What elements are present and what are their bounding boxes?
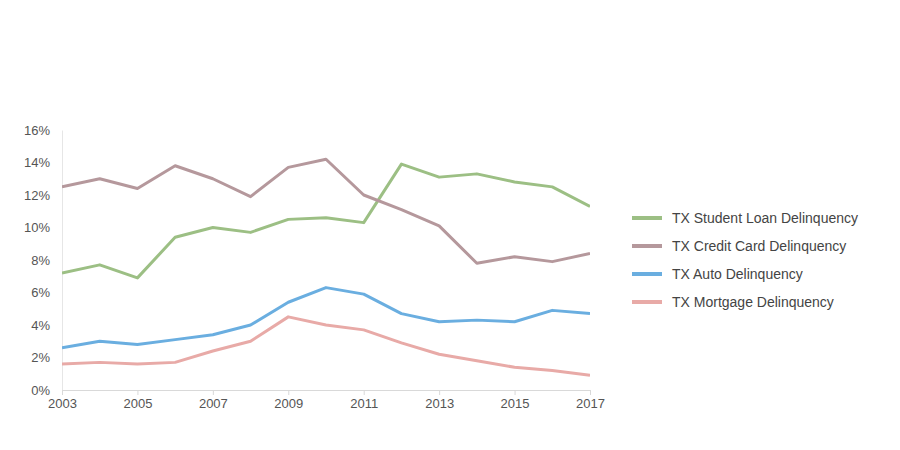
y-axis-line	[62, 131, 63, 391]
x-tick-mark	[590, 390, 591, 395]
legend-label: TX Auto Delinquency	[672, 266, 803, 282]
x-tick-mark	[137, 390, 138, 395]
x-axis: 2003 2005 2007 2009 2011 2013 2015 2017	[48, 390, 605, 411]
x-tick-mark	[364, 390, 365, 395]
x-tick: 2009	[274, 390, 303, 411]
legend-label: TX Mortgage Delinquency	[672, 294, 834, 310]
x-tick-label: 2013	[425, 396, 454, 411]
y-tick-label: 2%	[31, 350, 50, 365]
y-tick: 10%	[24, 220, 62, 235]
x-tick-label: 2011	[350, 396, 378, 411]
legend-swatch	[632, 244, 662, 248]
legend-swatch	[632, 216, 662, 220]
plot-area	[62, 159, 590, 375]
y-tick: 16%	[24, 123, 62, 138]
x-axis-line	[63, 390, 591, 391]
y-tick: 8%	[31, 253, 62, 268]
series-line	[62, 159, 590, 263]
y-axis: 0%2%4%6%8%10%12%14%16%	[24, 123, 63, 398]
legend-label: TX Credit Card Delinquency	[672, 238, 846, 254]
x-tick-mark	[439, 390, 440, 395]
x-tick-label: 2005	[123, 396, 152, 411]
x-tick-label: 2017	[576, 396, 605, 411]
y-tick: 4%	[31, 318, 62, 333]
series-line	[62, 164, 590, 278]
x-tick: 2013	[425, 390, 454, 411]
chart: 0%2%4%6%8%10%12%14%16%200320052007200920…	[0, 0, 900, 450]
legend-swatch	[632, 272, 662, 276]
x-tick-label: 2015	[501, 396, 530, 411]
x-tick-mark	[288, 390, 289, 395]
x-tick-mark	[62, 390, 63, 395]
legend: TX Student Loan Delinquency TX Credit Car…	[632, 210, 858, 310]
x-tick: 2005	[123, 390, 152, 411]
x-tick-mark	[213, 390, 214, 395]
y-tick-label: 8%	[31, 253, 50, 268]
legend-label: TX Student Loan Delinquency	[672, 210, 858, 226]
y-tick-label: 16%	[24, 123, 50, 138]
y-tick-label: 6%	[31, 285, 50, 300]
y-tick: 14%	[24, 155, 62, 170]
y-tick-label: 10%	[24, 220, 50, 235]
y-tick: 2%	[31, 350, 62, 365]
y-tick-label: 4%	[31, 318, 50, 333]
series-line	[62, 317, 590, 376]
x-tick: 2015	[501, 390, 530, 411]
x-tick: 2007	[199, 390, 228, 411]
x-tick-mark	[515, 390, 516, 395]
x-tick: 2003	[48, 390, 77, 411]
legend-swatch	[632, 300, 662, 304]
x-tick-label: 2003	[48, 396, 77, 411]
x-tick: 2011	[350, 390, 378, 411]
series-line	[62, 288, 590, 348]
y-tick-label: 12%	[24, 188, 50, 203]
x-tick: 2017	[576, 390, 605, 411]
x-tick-label: 2007	[199, 396, 228, 411]
x-tick-label: 2009	[274, 396, 303, 411]
y-tick: 12%	[24, 188, 62, 203]
y-tick: 6%	[31, 285, 62, 300]
y-tick-label: 14%	[24, 155, 50, 170]
